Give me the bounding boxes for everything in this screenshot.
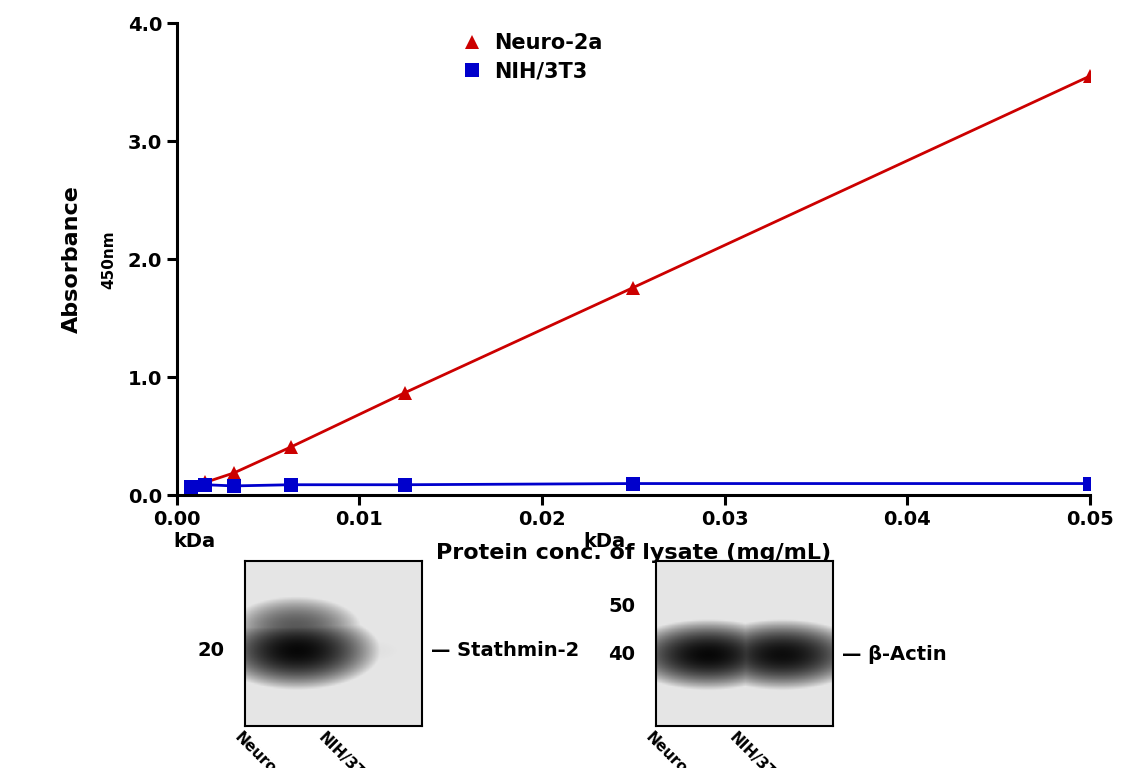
Text: Neuro-2a: Neuro-2a	[232, 730, 299, 768]
Text: 50: 50	[608, 598, 636, 617]
Text: NIH/3T3: NIH/3T3	[726, 730, 785, 768]
Legend: Neuro-2a, NIH/3T3: Neuro-2a, NIH/3T3	[461, 34, 602, 81]
Text: NIH/3T3: NIH/3T3	[315, 730, 374, 768]
X-axis label: Protein conc. of lysate (mg/mL): Protein conc. of lysate (mg/mL)	[436, 543, 831, 563]
Text: kDa: kDa	[173, 531, 215, 551]
Text: 450nm: 450nm	[100, 230, 116, 289]
Text: 40: 40	[608, 644, 636, 664]
Text: Neuro-2a: Neuro-2a	[642, 730, 709, 768]
Text: Absorbance: Absorbance	[62, 185, 82, 333]
Text: — Stathmin-2: — Stathmin-2	[431, 641, 580, 660]
Text: — β-Actin: — β-Actin	[842, 644, 947, 664]
Text: 20: 20	[197, 641, 225, 660]
Text: kDa: kDa	[584, 531, 625, 551]
